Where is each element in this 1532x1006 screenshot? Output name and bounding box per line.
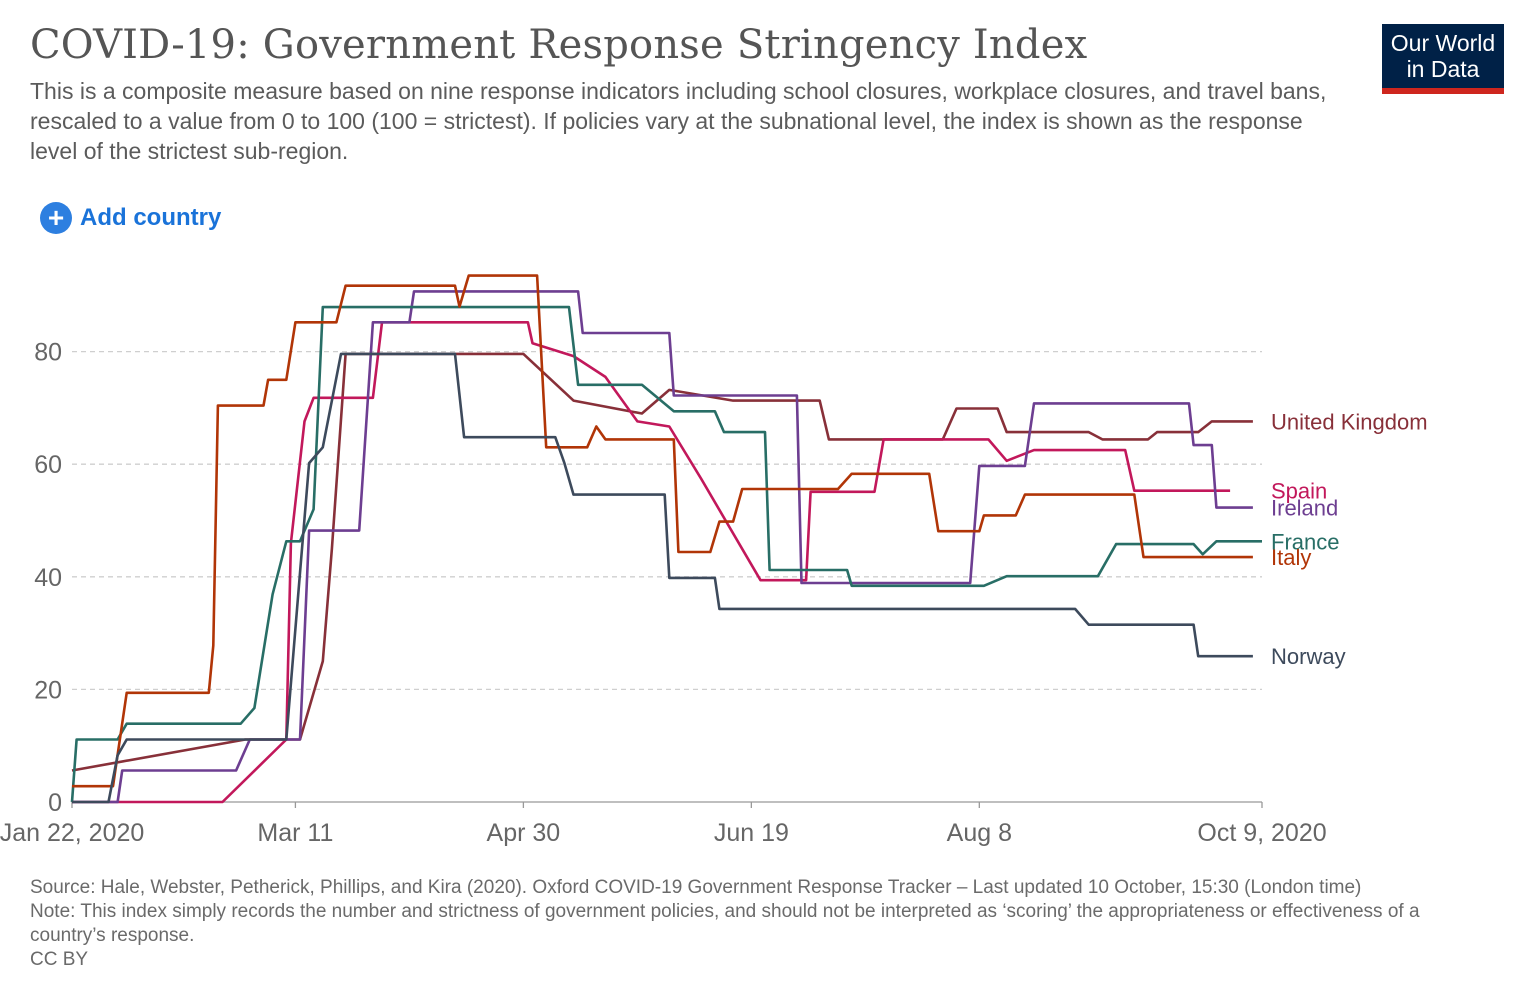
x-tick-label: Oct 9, 2020	[1197, 819, 1326, 847]
x-tick-label: Apr 30	[487, 819, 561, 847]
y-axis-ticks: 0 20 40 60 80	[34, 339, 62, 817]
series-line-norway[interactable]	[72, 352, 1253, 804]
x-tick-label: Jun 19	[714, 819, 789, 847]
x-tick-label: Mar 11	[257, 819, 333, 847]
series-line-italy[interactable]	[72, 274, 1253, 788]
note-text: Note: This index simply records the numb…	[30, 901, 1420, 946]
series-label-spain[interactable]: Spain	[1271, 479, 1327, 504]
y-tick-label: 20	[34, 676, 62, 704]
line-chart: 0 20 40 60 80 Jan 22, 2020 Mar 11 Apr 30 Jun 19…	[0, 274, 1428, 847]
series-line-spain[interactable]	[72, 321, 1231, 804]
logo-line-2: in Data	[1406, 56, 1480, 82]
source-text: Source: Hale, Webster, Petherick, Philli…	[30, 877, 1362, 898]
series-line-france[interactable]	[70, 305, 1262, 803]
add-country-button[interactable]: + Add country	[40, 202, 221, 234]
owid-logo[interactable]: Our World in Data	[1382, 24, 1504, 94]
series-label-united-kingdom[interactable]: United Kingdom	[1271, 409, 1428, 434]
y-tick-label: 80	[34, 339, 62, 367]
chart-footer: Source: Hale, Webster, Petherick, Philli…	[30, 876, 1430, 972]
chart-title: COVID-19: Government Response Stringency…	[30, 22, 1088, 68]
y-tick-label: 40	[34, 564, 62, 592]
series-line-united-kingdom[interactable]	[71, 352, 1253, 772]
x-tick-label: Aug 8	[947, 819, 1012, 847]
x-axis: Jan 22, 2020 Mar 11 Apr 30 Jun 19 Aug 8 Oct 9…	[0, 801, 1327, 847]
x-tick-label: Jan 22, 2020	[0, 819, 144, 847]
series-label-italy[interactable]: Italy	[1271, 545, 1311, 570]
license-link[interactable]: CC BY	[30, 949, 89, 970]
series-line-ireland[interactable]	[72, 290, 1253, 804]
plus-circle-icon: +	[40, 202, 72, 234]
series-label-norway[interactable]: Norway	[1271, 644, 1346, 669]
series-lines	[70, 274, 1262, 804]
logo-line-1: Our World	[1390, 30, 1496, 56]
series-label-france[interactable]: France	[1271, 529, 1339, 554]
chart-subtitle: This is a composite measure based on nin…	[30, 78, 1327, 164]
y-tick-label: 0	[48, 789, 62, 817]
add-country-label: Add country	[80, 204, 222, 231]
series-label-ireland[interactable]: Ireland	[1271, 496, 1338, 521]
y-tick-label: 60	[34, 451, 62, 479]
